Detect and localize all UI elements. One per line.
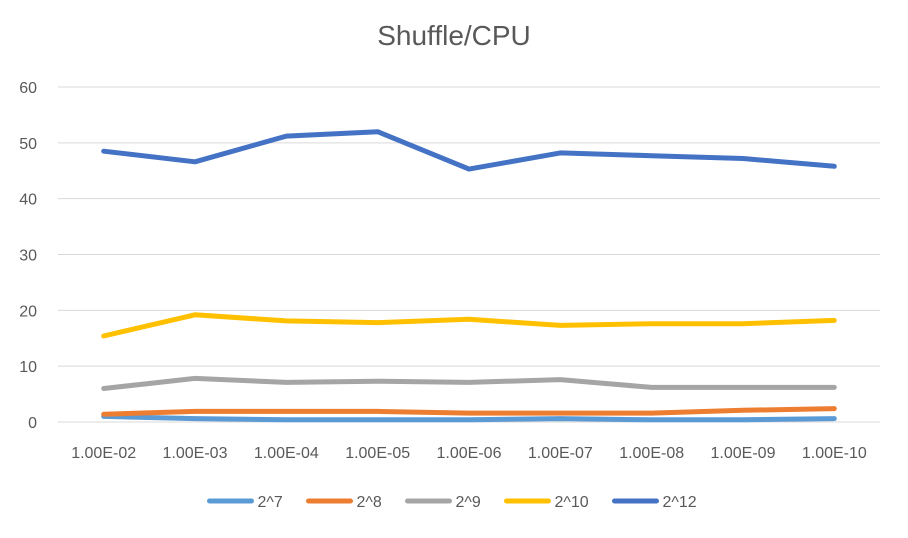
series-line-2-10 [101, 312, 837, 339]
legend-label: 2^10 [555, 494, 589, 511]
x-tick-label: 1.00E-02 [71, 445, 136, 462]
x-tick-label: 1.00E-05 [345, 445, 410, 462]
x-tick-label: 1.00E-06 [437, 445, 502, 462]
legend-label: 2^12 [663, 494, 697, 511]
x-tick-label: 1.00E-07 [528, 445, 593, 462]
x-tick-label: 1.00E-08 [619, 445, 684, 462]
series-lines [101, 129, 837, 423]
series-line-2-7 [101, 413, 837, 423]
chart-title: Shuffle/CPU [377, 20, 531, 51]
legend: 2^7 2^8 2^9 2^10 2^12 [207, 494, 697, 511]
gridlines [58, 86, 880, 423]
x-tick-label: 1.00E-03 [163, 445, 228, 462]
series-line-2-12 [101, 129, 837, 172]
y-tick-label: 40 [19, 192, 37, 209]
x-tick-label: 1.00E-09 [711, 445, 776, 462]
series-line-2-9 [101, 375, 837, 391]
y-tick-label: 10 [19, 359, 37, 376]
y-tick-label: 50 [19, 136, 37, 153]
legend-label: 2^8 [357, 494, 382, 511]
legend-label: 2^7 [258, 494, 283, 511]
series-line-2-8 [101, 406, 837, 417]
x-tick-label: 1.00E-10 [802, 445, 867, 462]
y-axis-ticks: 0 10 20 30 40 50 60 [19, 80, 37, 432]
y-tick-label: 60 [19, 80, 37, 97]
x-tick-label: 1.00E-04 [254, 445, 319, 462]
legend-label: 2^9 [456, 494, 481, 511]
y-tick-label: 0 [28, 415, 37, 432]
x-axis-ticks: 1.00E-02 1.00E-03 1.00E-04 1.00E-05 1.00E-06… [71, 445, 867, 462]
y-tick-label: 20 [19, 303, 37, 320]
y-tick-label: 30 [19, 248, 37, 265]
